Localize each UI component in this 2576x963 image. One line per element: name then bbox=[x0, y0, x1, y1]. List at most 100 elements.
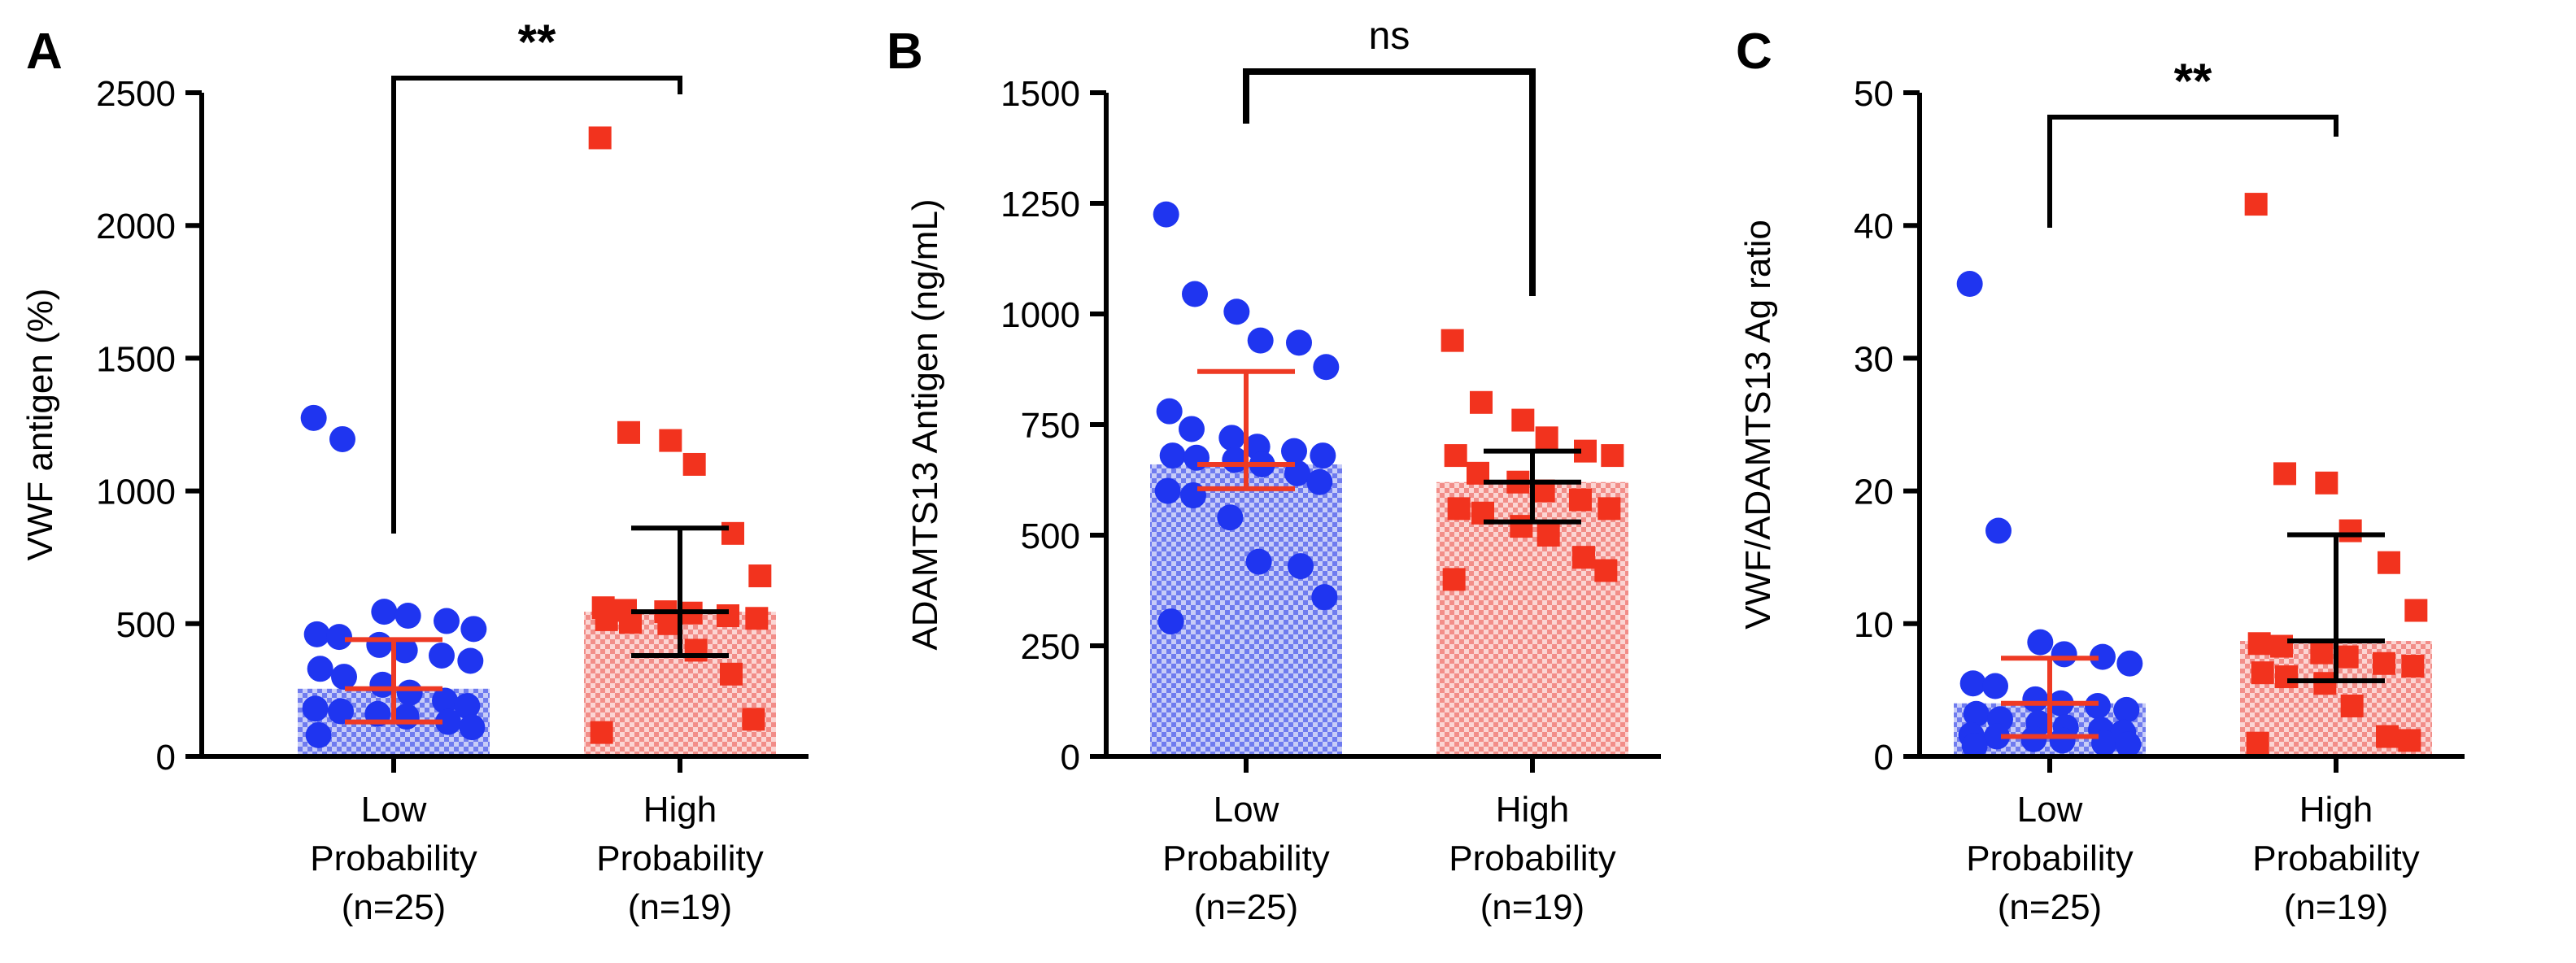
category-label: (n=19) bbox=[2284, 887, 2388, 927]
data-point-low bbox=[1311, 584, 1338, 611]
significance-bracket bbox=[391, 76, 682, 534]
data-point-low bbox=[1956, 271, 1983, 298]
data-point-high bbox=[745, 607, 769, 630]
data-point-low bbox=[371, 599, 398, 625]
y-tick-label: 1250 bbox=[1000, 185, 1080, 224]
data-point-high bbox=[1597, 497, 1621, 521]
data-point-high bbox=[1594, 559, 1618, 582]
data-point-low bbox=[396, 679, 423, 706]
data-point-low bbox=[1247, 327, 1274, 354]
data-point-low bbox=[459, 714, 486, 741]
data-point-low bbox=[302, 695, 329, 722]
data-point-low bbox=[2027, 629, 2054, 656]
data-point-low bbox=[1961, 732, 1988, 759]
category-label: Probability bbox=[1966, 839, 2133, 878]
data-point-low bbox=[1286, 329, 1312, 356]
data-point-high bbox=[2273, 462, 2296, 486]
y-axis-label: VWF/ADAMTS13 Ag ratio bbox=[1738, 220, 1778, 630]
data-point-high bbox=[2310, 641, 2334, 665]
data-point-low bbox=[457, 647, 484, 674]
category-label: (n=25) bbox=[342, 887, 446, 927]
data-point-high bbox=[1511, 408, 1535, 432]
category-label: Low bbox=[1214, 790, 1279, 830]
data-point-high bbox=[657, 612, 681, 635]
category-label: (n=25) bbox=[1998, 887, 2102, 927]
data-point-high bbox=[721, 521, 744, 545]
data-point-low bbox=[391, 637, 418, 664]
panel-a: A VWF antigen (%) 0 500 1000 1500 2000 2500 Low P… bbox=[20, 15, 809, 927]
data-point-high bbox=[2335, 645, 2359, 669]
data-point-low bbox=[300, 404, 327, 431]
data-point-low bbox=[1288, 553, 1314, 580]
data-point-high bbox=[2270, 634, 2293, 658]
y-axis-label: ADAMTS13 Antigen (ng/mL) bbox=[905, 198, 945, 650]
panel-label: C bbox=[1736, 24, 1772, 80]
data-point-low bbox=[329, 425, 355, 452]
category-label: (n=25) bbox=[1194, 887, 1298, 927]
data-point-low bbox=[331, 664, 357, 691]
data-point-high bbox=[2275, 665, 2298, 689]
data-point-high bbox=[1572, 546, 1595, 569]
y-tick-label: 0 bbox=[1061, 738, 1080, 778]
y-tick-label: 500 bbox=[116, 605, 176, 645]
data-point-high bbox=[2244, 193, 2268, 216]
category-label: High bbox=[643, 790, 717, 830]
data-point-low bbox=[307, 656, 333, 682]
data-point-low bbox=[2051, 641, 2077, 668]
data-point-low bbox=[303, 621, 330, 647]
data-point-high bbox=[2404, 599, 2428, 622]
data-point-low bbox=[2049, 727, 2076, 754]
significance-label: ** bbox=[518, 15, 556, 69]
category-label: High bbox=[2299, 790, 2373, 830]
data-point-high bbox=[1442, 568, 1466, 591]
data-point-high bbox=[1535, 426, 1558, 450]
data-point-high bbox=[1601, 444, 1624, 468]
category-label: Probability bbox=[1162, 839, 1329, 878]
data-point-high bbox=[588, 126, 612, 150]
panel-b: B ADAMTS13 Antigen (ng/mL) 0 250 500 750 1000 1… bbox=[887, 15, 1661, 927]
data-point-high bbox=[682, 452, 706, 476]
data-point-high bbox=[617, 420, 640, 444]
data-point-high bbox=[717, 604, 739, 628]
data-point-low bbox=[1985, 517, 2012, 544]
data-point-high bbox=[2401, 655, 2425, 678]
data-point-high bbox=[2315, 471, 2338, 495]
category-label: (n=19) bbox=[1480, 887, 1584, 927]
data-point-high bbox=[619, 611, 642, 634]
category-label: Probability bbox=[1449, 839, 1615, 878]
category-label: High bbox=[1496, 790, 1570, 830]
y-tick-label: 250 bbox=[1021, 627, 1080, 667]
data-point-low bbox=[328, 698, 354, 725]
panel-c: C VWF/ADAMTS13 Ag ratio 0 10 20 30 40 50 Low Prob… bbox=[1736, 24, 2465, 927]
data-point-low bbox=[2090, 643, 2116, 670]
y-tick-label: 1500 bbox=[1000, 74, 1080, 114]
significance-bracket bbox=[2047, 115, 2338, 228]
y-tick-label: 2000 bbox=[96, 207, 176, 246]
data-point-high bbox=[684, 638, 708, 662]
data-point-low bbox=[366, 631, 393, 658]
y-tick-label: 500 bbox=[1021, 516, 1080, 556]
data-point-low bbox=[1157, 608, 1184, 635]
data-point-low bbox=[2020, 726, 2047, 752]
data-point-low bbox=[2116, 650, 2143, 677]
data-point-high bbox=[590, 721, 613, 744]
significance-label: ns bbox=[1369, 15, 1410, 58]
data-point-high bbox=[2398, 729, 2421, 752]
y-tick-label: 10 bbox=[1854, 605, 1894, 645]
data-point-low bbox=[2091, 730, 2117, 756]
y-axis-label: VWF antigen (%) bbox=[20, 289, 60, 561]
y-tick-label: 50 bbox=[1854, 74, 1894, 114]
data-point-low bbox=[435, 708, 461, 735]
data-point-low bbox=[429, 642, 455, 669]
significance-label: ** bbox=[2174, 54, 2212, 108]
data-point-low bbox=[2022, 686, 2049, 712]
category-label: Probability bbox=[596, 839, 763, 878]
data-point-low bbox=[1182, 281, 1208, 307]
data-point-low bbox=[1218, 425, 1245, 451]
y-tick-label: 20 bbox=[1854, 473, 1894, 512]
data-point-low bbox=[394, 603, 421, 630]
data-point-low bbox=[1281, 438, 1307, 464]
data-point-low bbox=[1959, 670, 1986, 697]
data-point-low bbox=[1245, 548, 1272, 575]
data-point-high bbox=[595, 608, 618, 631]
